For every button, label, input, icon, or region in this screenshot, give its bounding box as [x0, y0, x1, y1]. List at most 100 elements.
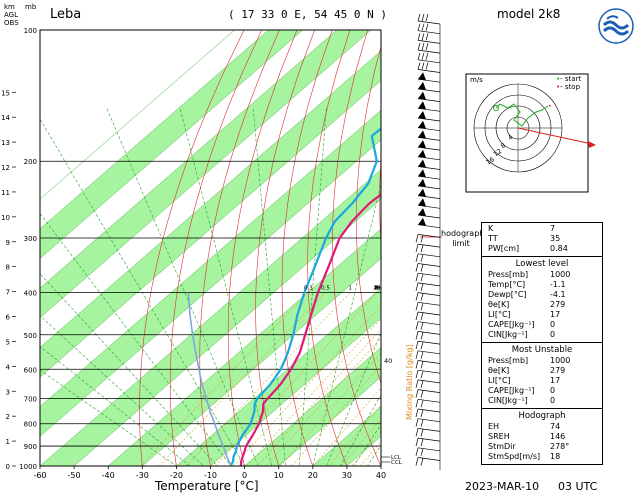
index-row: CIN[Jkg⁻¹]0: [482, 396, 602, 406]
axis-agl-label: AGL: [4, 11, 18, 19]
height-tick-label: 13: [1, 139, 10, 147]
x-tick-label: -40: [102, 471, 115, 480]
index-row: CIN[Jkg⁻¹]0: [482, 330, 602, 340]
forecast-date: 2023-MAR-10: [465, 480, 539, 493]
x-tick-label: -60: [33, 471, 46, 480]
wind-barb: [418, 361, 440, 364]
pressure-tick-label: 900: [24, 443, 37, 451]
wind-barb: [418, 409, 440, 412]
wind-barb-feather: [421, 459, 423, 466]
mixing-ratio-label: 35: [374, 285, 381, 291]
wind-barb-feather: [418, 43, 420, 50]
wind-barb-feather: [416, 361, 418, 369]
wind-barb-pennant: [418, 130, 426, 138]
wind-barb: [418, 322, 440, 325]
dry-adiabat: [633, 30, 644, 475]
index-row: CAPE[Jkg⁻¹]0: [482, 386, 602, 396]
institute-logo-icon: [598, 8, 634, 44]
storm-motion-arrowhead: [588, 141, 596, 148]
wind-barb-feather: [421, 265, 423, 272]
wind-barb: [418, 60, 440, 63]
wind-barb: [418, 40, 440, 43]
wind-barb-feather: [416, 390, 418, 398]
wind-barb-feather: [421, 323, 423, 330]
dry-adiabat: [597, 30, 644, 475]
wind-barb-pennant: [418, 140, 426, 148]
hodograph-legend-stop: •- stop: [556, 83, 580, 91]
wind-barb-feather: [416, 438, 418, 446]
wind-barb-feather: [416, 302, 418, 310]
wind-barb: [418, 428, 440, 431]
wind-barb: [418, 225, 440, 228]
height-tick-label: 2: [6, 413, 10, 421]
wind-barb: [418, 399, 440, 402]
wind-barb-pennant: [418, 169, 426, 177]
height-tick-label: 12: [1, 164, 10, 172]
wind-barb: [418, 293, 440, 296]
wind-barb: [418, 50, 440, 53]
wind-barb: [418, 302, 440, 305]
wind-barb-feather: [418, 24, 420, 31]
wind-barb-feather: [416, 312, 418, 320]
height-tick-label: 4: [6, 363, 11, 371]
wind-barb-feather: [426, 14, 428, 21]
wind-barb-feather: [422, 33, 424, 40]
wind-barb: [418, 79, 440, 82]
wind-barb-feather: [421, 294, 423, 301]
wind-barb-feather: [421, 332, 423, 339]
axis-km-label: km: [4, 3, 15, 11]
index-row: LI[°C]17: [482, 376, 602, 386]
wind-barb-pennant: [418, 82, 426, 90]
wind-barb: [418, 312, 440, 315]
wind-barb-feather: [418, 14, 420, 21]
index-row: LI[°C]17: [482, 310, 602, 320]
index-row: Dewp[°C]-4.1: [482, 290, 602, 300]
hodograph-legend-start: •- start: [556, 75, 581, 83]
index-row: θe[K]279: [482, 300, 602, 310]
height-tick-label: 15: [1, 89, 10, 97]
pressure-tick-label: 500: [24, 332, 37, 340]
index-row: PW[cm]0.84: [482, 244, 602, 254]
most-unstable-title: Most Unstable: [482, 343, 602, 356]
wind-barb-feather: [426, 33, 428, 40]
wind-barb-pennant: [418, 160, 426, 168]
wind-barb-pennant: [418, 121, 426, 129]
wind-barb: [418, 341, 440, 344]
wind-barb-feather: [416, 419, 418, 427]
pressure-tick-label: 400: [24, 289, 37, 297]
height-tick-label: 1: [6, 438, 10, 446]
wind-barb-feather: [421, 391, 423, 398]
wind-barb-feather: [422, 24, 424, 31]
index-row: CAPE[Jkg⁻¹]0: [482, 320, 602, 330]
wind-barb-pennant: [418, 92, 426, 100]
wind-barb-feather: [416, 399, 418, 407]
wind-barb: [418, 118, 440, 121]
lcl-label: CCL: [391, 460, 403, 466]
wind-barb-feather: [416, 458, 418, 466]
height-tick-label: 11: [1, 189, 10, 197]
hodograph-stop-marker: •: [548, 103, 552, 110]
wind-barb-feather: [421, 303, 423, 310]
pressure-tick-label: 800: [24, 421, 37, 429]
height-tick-label: 14: [1, 114, 10, 122]
height-tick-label: 9: [6, 239, 10, 247]
wind-barb: [418, 331, 440, 334]
pressure-tick-label: 1000: [19, 463, 37, 471]
wind-barb: [418, 99, 440, 102]
wind-barb-pennant: [418, 72, 426, 80]
pressure-tick-label: 300: [24, 235, 37, 243]
wind-barb: [418, 448, 440, 451]
wind-barb-feather: [418, 63, 420, 70]
mixing-ratio-label: 1: [348, 285, 352, 291]
x-tick-label: 30: [342, 471, 352, 480]
mixing-ratio-label: 40: [384, 357, 392, 365]
wind-barb-feather: [421, 274, 423, 281]
wind-barb-feather: [421, 313, 423, 320]
axis-mb-label: mb: [25, 3, 36, 11]
